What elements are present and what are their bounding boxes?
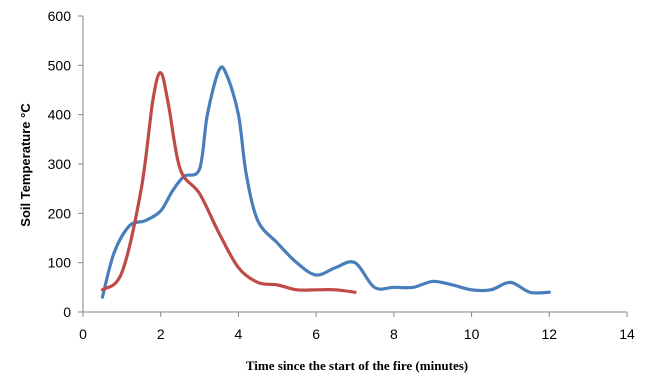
series-line-2 <box>100 71 357 294</box>
axes: 0 100 200 300 400 500 600 0 2 4 6 8 10 12 14 <box>48 8 635 342</box>
x-tick-label: 2 <box>157 326 165 342</box>
y-tick-label: 400 <box>48 107 72 123</box>
x-tick-label: 4 <box>235 326 243 342</box>
series-layer <box>100 65 551 299</box>
x-tick-label: 0 <box>79 326 87 342</box>
series-line-1 <box>100 65 551 299</box>
y-tick-label: 200 <box>48 205 72 221</box>
x-axis-label: Time since the start of the fire (minute… <box>246 358 468 373</box>
x-tick-label: 6 <box>312 326 320 342</box>
x-tick-label: 14 <box>619 326 635 342</box>
y-tick-label: 600 <box>48 8 72 24</box>
y-axis-label: Soil Temperature °C <box>18 103 33 227</box>
x-tick-label: 10 <box>464 326 480 342</box>
x-tick-label: 12 <box>541 326 557 342</box>
y-tick-label: 500 <box>48 57 72 73</box>
y-tick-label: 100 <box>48 255 72 271</box>
y-tick-label: 300 <box>48 156 72 172</box>
y-tick-label: 0 <box>63 304 71 320</box>
x-tick-label: 8 <box>390 326 398 342</box>
